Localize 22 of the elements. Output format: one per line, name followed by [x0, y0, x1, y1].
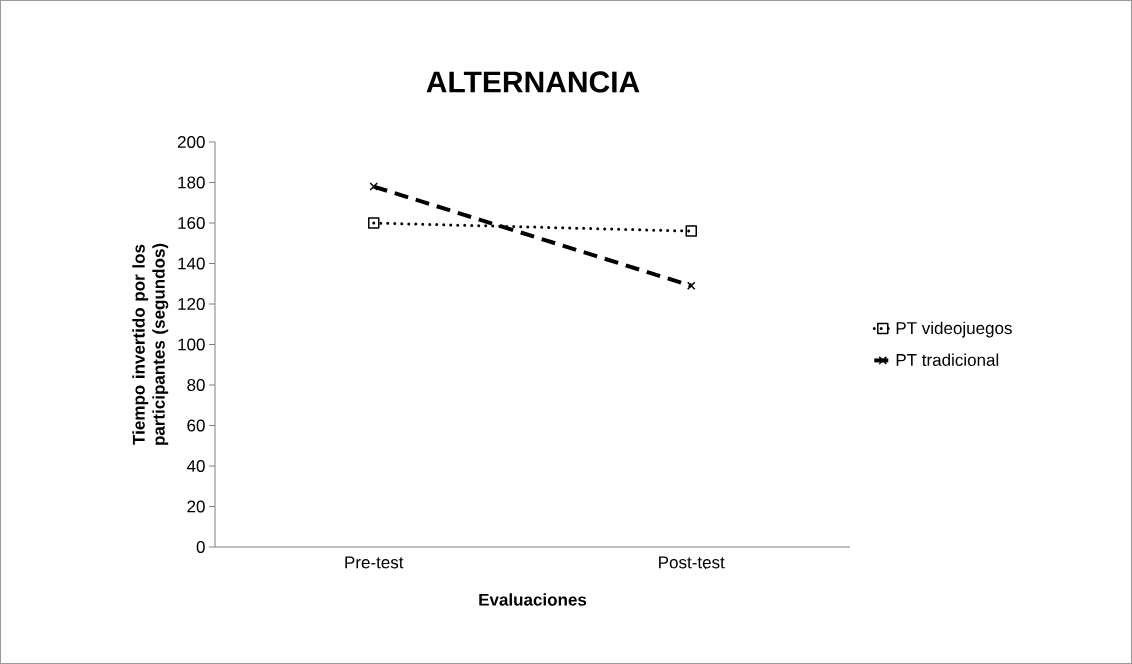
y-tick-label: 100 [178, 338, 205, 351]
y-tick-label: 200 [177, 135, 205, 149]
y-tick-label: 0 [196, 540, 205, 554]
y-tick-label: 160 [178, 216, 205, 230]
y-tick-label: 20 [187, 500, 205, 513]
y-tick-label: 120 [178, 297, 205, 311]
y-tick-label: 40 [186, 459, 205, 473]
x-axis-title: Evaluaciones [479, 593, 587, 606]
point [368, 217, 380, 229]
y-tick-label: 80 [187, 378, 205, 392]
legend-label: PT videojuegos [896, 321, 1012, 338]
x-tick-label: Pre-test [345, 556, 404, 569]
y-axis-title: Tiempo invertido por los participantes (segundos) [132, 243, 169, 445]
legend-label: PT tradicional [896, 353, 999, 366]
chart-title: ALTERNANCIA [426, 71, 640, 93]
y-tick-label: 60 [187, 419, 205, 432]
y-tick-label: 180 [178, 176, 205, 189]
x-tick-label: Post-test [659, 556, 725, 569]
y-tick-label: 140 [178, 257, 205, 270]
point [685, 225, 698, 237]
point [369, 182, 379, 191]
point [686, 281, 696, 291]
